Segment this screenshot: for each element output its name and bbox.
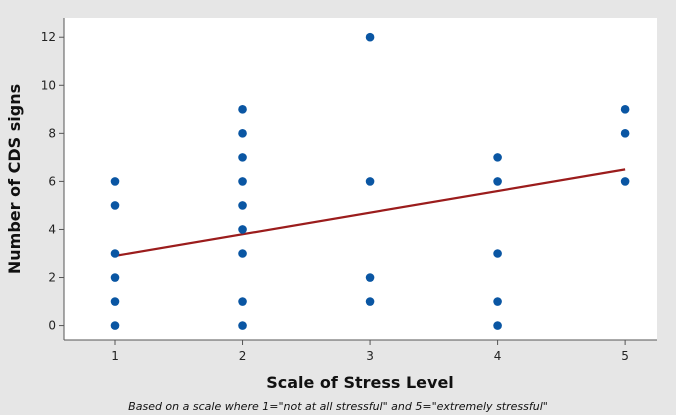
y-tick-label: 0 [48, 319, 56, 333]
data-point [110, 249, 120, 258]
data-point [493, 153, 502, 162]
data-point [620, 105, 630, 114]
data-point [365, 273, 375, 282]
plot-area [64, 18, 657, 340]
fit-line-layer [114, 168, 626, 257]
data-point [493, 249, 502, 258]
x-axis: 1 2 3 4 5 [64, 339, 657, 363]
data-point [110, 201, 120, 210]
y-tick-label: 8 [48, 126, 56, 140]
data-point [110, 297, 120, 306]
points-layer [110, 32, 630, 330]
y-tick-label: 12 [41, 30, 56, 44]
x-tick-label: 5 [621, 349, 629, 363]
data-point [110, 273, 120, 282]
regression-line [114, 168, 626, 257]
data-point [365, 297, 375, 306]
data-point [238, 153, 247, 162]
x-tick-label: 1 [111, 349, 119, 363]
y-axis-title: Number of CDS signs [5, 84, 24, 274]
y-tick-label: 2 [48, 271, 56, 285]
data-point [238, 249, 247, 258]
data-point [238, 105, 247, 114]
x-tick-label: 4 [494, 349, 502, 363]
y-tick-label: 10 [41, 78, 56, 92]
data-point [110, 177, 120, 186]
data-point [238, 225, 247, 234]
data-point [620, 177, 630, 186]
data-point [493, 177, 502, 186]
data-point [238, 177, 247, 186]
data-point [365, 32, 375, 42]
data-point [238, 321, 247, 330]
data-point [238, 201, 247, 210]
x-axis-title: Scale of Stress Level [266, 373, 454, 392]
data-point [620, 129, 630, 138]
data-point [110, 321, 120, 330]
x-tick-label: 2 [239, 349, 247, 363]
x-tick-label: 3 [366, 349, 374, 363]
data-point [365, 177, 375, 186]
y-axis: 0 2 4 6 8 10 12 [41, 18, 65, 340]
data-point [238, 297, 247, 306]
data-point [238, 129, 247, 138]
y-tick-label: 4 [48, 222, 56, 236]
data-point [493, 321, 502, 330]
data-point [493, 297, 502, 306]
y-tick-label: 6 [48, 174, 56, 188]
footnote: Based on a scale where 1="not at all str… [128, 400, 548, 413]
